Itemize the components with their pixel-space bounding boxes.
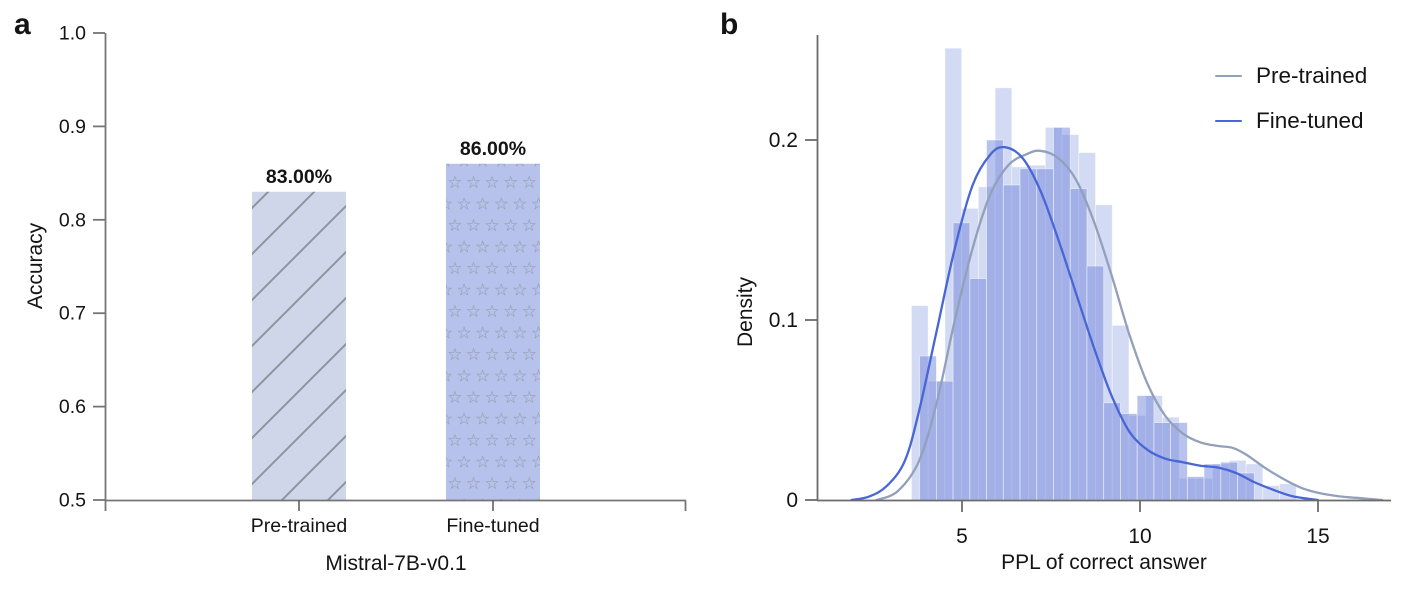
panel-b-letter: b bbox=[720, 8, 739, 41]
panel-b-axes bbox=[816, 35, 1391, 502]
legend-entry-pretrained: Pre-trained bbox=[1215, 63, 1367, 89]
hist-bar bbox=[1053, 127, 1071, 501]
hist-bar bbox=[1069, 188, 1088, 501]
finetuned-line-swatch bbox=[1215, 119, 1242, 123]
hist-bar bbox=[1153, 422, 1172, 501]
hist-bar bbox=[1186, 476, 1205, 501]
panel-b-y-tick-label: 0 bbox=[786, 489, 798, 512]
hist-bar bbox=[1002, 184, 1021, 501]
panel-a-letter: a bbox=[14, 8, 32, 41]
panel-a-axes bbox=[104, 33, 686, 502]
panel-b: 0 0.1 0.2 5 10 15 bbox=[769, 35, 1391, 548]
bar-pattern-stars bbox=[446, 163, 540, 501]
panel-a-category-label: Pre-trained bbox=[251, 515, 347, 537]
panel-a-x-axis-title: Mistral-7B-v0.1 bbox=[325, 552, 467, 575]
bar-pattern-diagonal-hatch bbox=[252, 191, 346, 501]
panel-b-y-tick-label: 0.2 bbox=[769, 129, 798, 152]
bar-value-label: 83.00% bbox=[266, 166, 332, 188]
panel-a-y-tick-label: 1.0 bbox=[59, 23, 86, 45]
panel-a-axis-end-ticks bbox=[104, 500, 687, 511]
panel-a-y-tick-label: 0.5 bbox=[59, 490, 86, 512]
panel-a-y-axis-title: Accuracy bbox=[24, 222, 47, 310]
hist-bar bbox=[986, 139, 1004, 501]
hist-bar bbox=[919, 355, 937, 501]
hist-bar bbox=[1019, 168, 1038, 501]
panel-b-x-tick-label: 15 bbox=[1306, 525, 1329, 548]
hist-bar bbox=[935, 380, 954, 501]
legend-label-finetuned: Fine-tuned bbox=[1256, 108, 1364, 133]
panel-a: 83.00% 86.00% 0.5 0.6 0.7 0.8 0.9 1.0 Pre-traine… bbox=[59, 23, 687, 537]
bar-value-label: 86.00% bbox=[460, 138, 526, 160]
hist-bar bbox=[1203, 463, 1222, 501]
legend-label-pretrained: Pre-trained bbox=[1256, 63, 1368, 88]
legend-entry-finetuned: Fine-tuned bbox=[1215, 108, 1367, 134]
panel-a-y-tick-label: 0.8 bbox=[59, 209, 86, 231]
panel-b-y-axis-title: Density bbox=[734, 276, 757, 348]
panel-a-y-tick-label: 0.9 bbox=[59, 116, 86, 138]
pretrained-line-swatch bbox=[1215, 74, 1242, 78]
kde-curve-fine-tuned bbox=[850, 145, 1320, 502]
panel-a-y-tick-label: 0.7 bbox=[59, 303, 86, 325]
panel-b-y-tick-label: 0.1 bbox=[769, 309, 798, 332]
hist-bar bbox=[969, 278, 987, 501]
panel-b-x-tick-label: 10 bbox=[1128, 525, 1151, 548]
hist-bar bbox=[1103, 402, 1121, 501]
panel-b-legend: Pre-trained Fine-tuned bbox=[1215, 63, 1367, 134]
hist-bar bbox=[1086, 265, 1105, 501]
panel-a-category-label: Fine-tuned bbox=[446, 515, 539, 537]
panel-b-x-axis-title: PPL of correct answer bbox=[1001, 551, 1207, 574]
panel-a-y-tick-label: 0.6 bbox=[59, 396, 86, 418]
hist-bar bbox=[1120, 413, 1138, 501]
kde-curve-pre-trained bbox=[875, 149, 1384, 502]
panel-b-x-tick-label: 5 bbox=[956, 525, 968, 548]
